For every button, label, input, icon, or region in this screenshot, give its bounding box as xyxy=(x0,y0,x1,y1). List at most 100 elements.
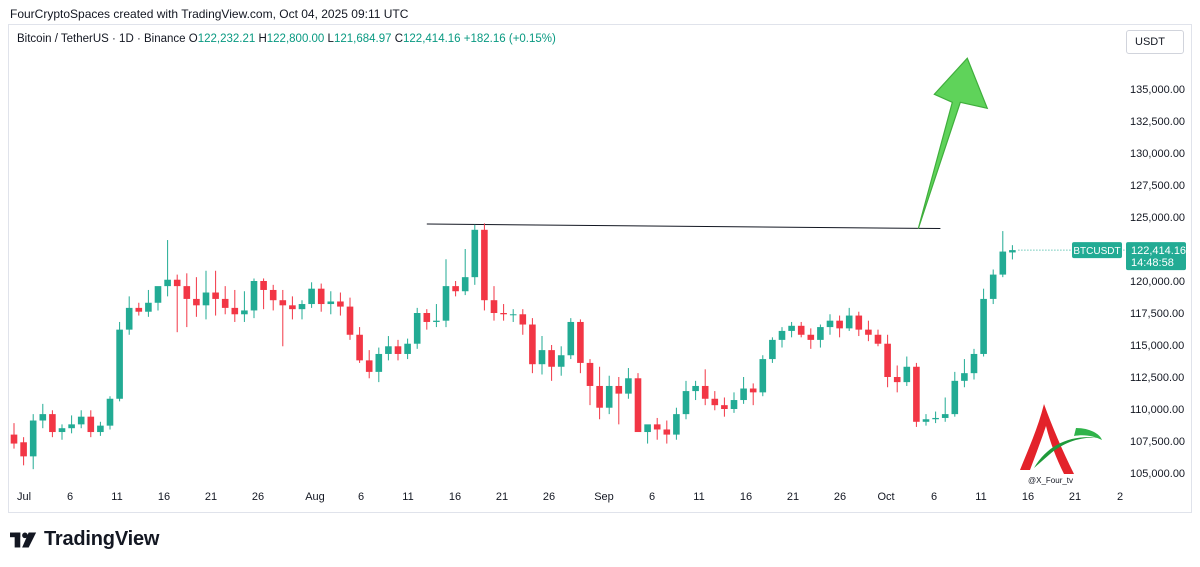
candle-body xyxy=(452,286,459,292)
projection-arrow[interactable] xyxy=(917,57,989,229)
currency-selector-button[interactable]: USDT xyxy=(1126,30,1184,54)
candle-body xyxy=(596,385,603,408)
candle xyxy=(394,339,402,361)
candle-body xyxy=(817,327,824,340)
candle-body xyxy=(375,353,383,372)
y-tick-label: 130,000.00 xyxy=(1130,148,1185,160)
candle-body xyxy=(941,414,949,418)
candle-body xyxy=(49,414,56,433)
x-tick-label: 11 xyxy=(975,491,986,503)
candle xyxy=(922,414,930,426)
candle-body xyxy=(77,416,85,425)
candle xyxy=(10,423,18,449)
candle-body xyxy=(826,320,834,328)
candle xyxy=(961,359,968,388)
x-tick-label: Jul xyxy=(17,491,31,503)
candle xyxy=(106,396,114,430)
candle-body xyxy=(250,281,258,311)
candle xyxy=(855,311,863,337)
candle xyxy=(749,383,757,406)
close-value: 122,414.16 xyxy=(403,33,461,45)
candle-body xyxy=(365,360,373,372)
candle-body xyxy=(884,343,891,377)
candle xyxy=(433,304,440,328)
candle xyxy=(778,327,786,348)
y-tick-label: 110,000.00 xyxy=(1130,404,1184,416)
candle xyxy=(154,286,162,311)
candle xyxy=(308,282,315,308)
candle xyxy=(125,296,133,335)
candle xyxy=(711,391,719,411)
x-tick-label: 21 xyxy=(205,491,217,503)
candle-body xyxy=(855,315,863,330)
candle-body xyxy=(10,434,18,444)
candle xyxy=(183,273,191,328)
price-tag-value: 122,414.16 xyxy=(1131,245,1186,257)
candle-body xyxy=(567,321,575,356)
candle xyxy=(423,309,431,330)
candle-body xyxy=(1009,250,1016,253)
x-tick-label: 21 xyxy=(1069,491,1081,503)
candle-body xyxy=(442,286,450,321)
candle-body xyxy=(125,307,133,330)
candle-body xyxy=(634,378,642,433)
candle xyxy=(999,231,1007,278)
candle-body xyxy=(404,343,411,354)
candle xyxy=(1009,245,1016,260)
candle xyxy=(807,328,815,349)
candle xyxy=(39,403,47,429)
candle-body xyxy=(663,429,671,435)
candle-body xyxy=(212,292,219,299)
candle-body xyxy=(961,373,968,381)
candle-body xyxy=(221,298,229,308)
candle-body xyxy=(711,398,719,406)
candle xyxy=(615,377,623,425)
candle-body xyxy=(999,251,1007,275)
y-tick-label: 125,000.00 xyxy=(1130,212,1185,224)
open-label: O xyxy=(188,33,198,45)
x-tick-label: 11 xyxy=(402,491,413,503)
candle-body xyxy=(29,420,37,457)
candle xyxy=(577,319,584,374)
candle-body xyxy=(903,366,911,383)
candle xyxy=(375,347,383,383)
candle-body xyxy=(548,350,555,367)
candle-body xyxy=(68,424,75,429)
candle xyxy=(788,321,795,338)
tradingview-brand: TradingView xyxy=(44,528,160,550)
candle xyxy=(721,397,728,417)
chart-frame xyxy=(8,24,1192,513)
candle xyxy=(212,270,219,316)
high-label: H xyxy=(258,33,267,45)
tradingview-logo[interactable]: TradingView xyxy=(10,528,159,551)
candle xyxy=(644,424,651,444)
candle xyxy=(202,270,210,320)
candle xyxy=(58,424,66,440)
candle-body xyxy=(97,425,104,433)
candle-body xyxy=(289,305,296,310)
x-tick-label: Oct xyxy=(877,491,894,503)
candle-body xyxy=(644,424,651,433)
candle-body xyxy=(327,301,335,305)
candle xyxy=(77,410,85,429)
candle xyxy=(509,309,517,322)
resistance-line[interactable] xyxy=(426,223,941,230)
candle xyxy=(471,224,479,285)
x-tick-label: 26 xyxy=(834,491,846,503)
candle-body xyxy=(730,400,738,409)
candle xyxy=(557,346,565,376)
candle-body xyxy=(173,279,181,287)
candle xyxy=(596,366,603,420)
x-tick-label: 26 xyxy=(543,491,555,503)
candle xyxy=(970,348,978,380)
candle-body xyxy=(183,286,191,299)
candle xyxy=(20,437,27,466)
candle-body xyxy=(874,334,882,344)
y-tick-label: 115,000.00 xyxy=(1130,340,1184,352)
candle-body xyxy=(615,385,623,394)
candle xyxy=(548,345,555,381)
x-tick-label: 16 xyxy=(740,491,752,503)
candle-body xyxy=(269,289,277,301)
candle-body xyxy=(759,359,767,393)
